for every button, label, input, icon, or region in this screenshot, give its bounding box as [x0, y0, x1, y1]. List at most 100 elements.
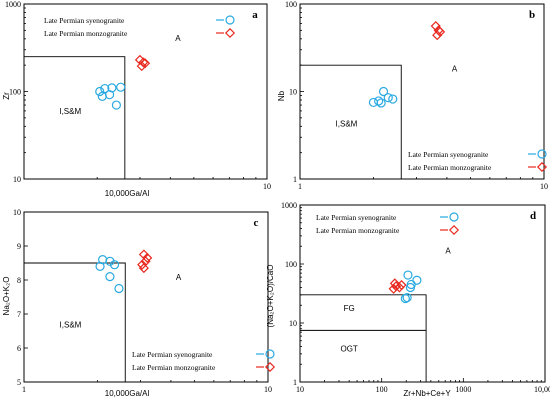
field-label: A: [452, 64, 458, 73]
y-tick-label: 1000: [5, 0, 21, 9]
data-point: [383, 93, 393, 103]
data-point: [368, 97, 379, 108]
data-point: [111, 100, 121, 110]
x-tick-label: 10: [264, 385, 272, 394]
field-boundary: [24, 262, 126, 382]
data-point: [95, 86, 105, 97]
panel-letter: c: [254, 217, 259, 229]
x-axis-label: 10,000Ga/Al: [105, 389, 150, 398]
y-tick-label: 1000: [281, 201, 297, 210]
data-point: [376, 98, 386, 108]
data-point: [388, 283, 399, 294]
plot-frame: [299, 204, 546, 383]
data-point: [402, 292, 412, 303]
series-circle: [95, 255, 124, 294]
panel-b: 1 10 1 10 100 I,S&M A Nb b Late Permian syenogran…: [277, 0, 548, 191]
data-point: [109, 260, 120, 270]
data-point: [137, 259, 148, 270]
data-point: [95, 261, 105, 271]
legend-entry-label: Late Permian syenogranite: [132, 350, 213, 359]
legend-marker: [265, 349, 275, 359]
field-boundary: [300, 64, 402, 179]
field-label: I,S&M: [60, 321, 82, 330]
legend-marker: [449, 212, 459, 222]
legend: Late Permian syenogranite Late Permian mo…: [44, 15, 236, 39]
data-point: [142, 252, 153, 263]
data-point: [405, 282, 416, 293]
legend: Late Permian syenogranite Late Permian mo…: [408, 149, 548, 173]
x-tick-label: 10: [296, 385, 304, 394]
y-tick-label: 6: [17, 344, 21, 353]
y-axis-label: Na₂O+K₂O: [2, 277, 11, 316]
series-diamond: [137, 249, 153, 274]
field-label: I,S&M: [59, 107, 81, 116]
data-point: [378, 86, 389, 97]
field-label: A: [176, 273, 182, 282]
field-label: A: [445, 247, 451, 256]
data-point: [432, 30, 443, 41]
data-point: [400, 293, 410, 304]
y-tick-label: 8: [17, 276, 21, 285]
y-tick-label: 100: [9, 88, 21, 97]
y-tick-label: 7: [17, 310, 21, 319]
legend-entry-label: Late Permian monzogranite: [408, 163, 492, 172]
x-tick-label: 1000: [455, 385, 471, 394]
legend-marker: [225, 15, 235, 25]
data-point: [138, 263, 149, 274]
y-axis-label: (Na₂O+K₂O)/CaO: [266, 265, 275, 328]
x-tick-label: 1: [298, 182, 302, 191]
field-label: OGT: [340, 344, 357, 353]
y-tick-label: 1: [293, 378, 297, 387]
field-boundary: [300, 294, 427, 382]
legend: Late Permian syenogranite Late Permian mo…: [132, 349, 276, 373]
legend-entry-label: Late Permian syenogranite: [408, 150, 489, 159]
data-point: [114, 283, 124, 294]
panel-letter: b: [529, 9, 535, 21]
field-label: FG: [344, 304, 355, 313]
legend-marker: [448, 224, 460, 236]
y-tick-label: 10: [289, 88, 297, 97]
legend: Late Permian syenogranite Late Permian mo…: [316, 212, 460, 236]
y-axis-label: Nb: [277, 90, 286, 101]
data-point: [412, 275, 422, 285]
data-point: [136, 61, 147, 72]
legend-entry-label: Late Permian monzogranite: [44, 29, 128, 38]
legend-marker: [536, 161, 548, 173]
series-circle: [400, 270, 422, 304]
data-point: [403, 270, 413, 280]
x-tick-label: 10: [540, 182, 548, 191]
legend-marker: [537, 149, 547, 159]
x-tick-label: 1: [22, 385, 26, 394]
legend-marker: [224, 27, 236, 39]
y-tick-label: 1: [293, 175, 297, 184]
y-tick-label: 100: [285, 260, 297, 269]
field-label: A: [175, 34, 181, 43]
data-point: [430, 20, 441, 32]
legend-marker: [264, 361, 276, 373]
field-boundary: [24, 56, 126, 179]
data-point: [104, 90, 115, 100]
x-tick-label: 10,000: [534, 385, 550, 394]
legend-entry-label: Late Permian syenogranite: [316, 213, 397, 222]
data-point: [388, 94, 398, 104]
series-circle: [95, 82, 126, 110]
y-tick-label: 10: [13, 208, 21, 217]
y-tick-label: 5: [17, 378, 21, 387]
data-point: [394, 282, 405, 293]
x-tick-label: 10: [263, 182, 271, 191]
field-label: I,S&M: [336, 119, 358, 128]
y-tick-label: 10: [13, 175, 21, 184]
y-tick-label: 100: [285, 0, 297, 9]
panel-d: 10100100010,0001101001000FGOGTAZr+Nb+Ce+…: [266, 201, 550, 398]
data-point: [97, 91, 107, 101]
y-tick-label: 10: [289, 319, 297, 328]
panel-letter: a: [252, 9, 258, 21]
y-tick-label: 9: [17, 242, 21, 251]
series-diamond: [134, 54, 151, 72]
series-diamond: [388, 278, 407, 294]
series-diamond: [430, 20, 446, 41]
series-circle: [368, 86, 398, 108]
y-axis-label: Zr: [2, 92, 11, 100]
panel-c: 1 10 5 6 7 8 9 10 I,S&M A 10,000Ga/Al Na₂O+K₂O c Late…: [2, 208, 276, 398]
